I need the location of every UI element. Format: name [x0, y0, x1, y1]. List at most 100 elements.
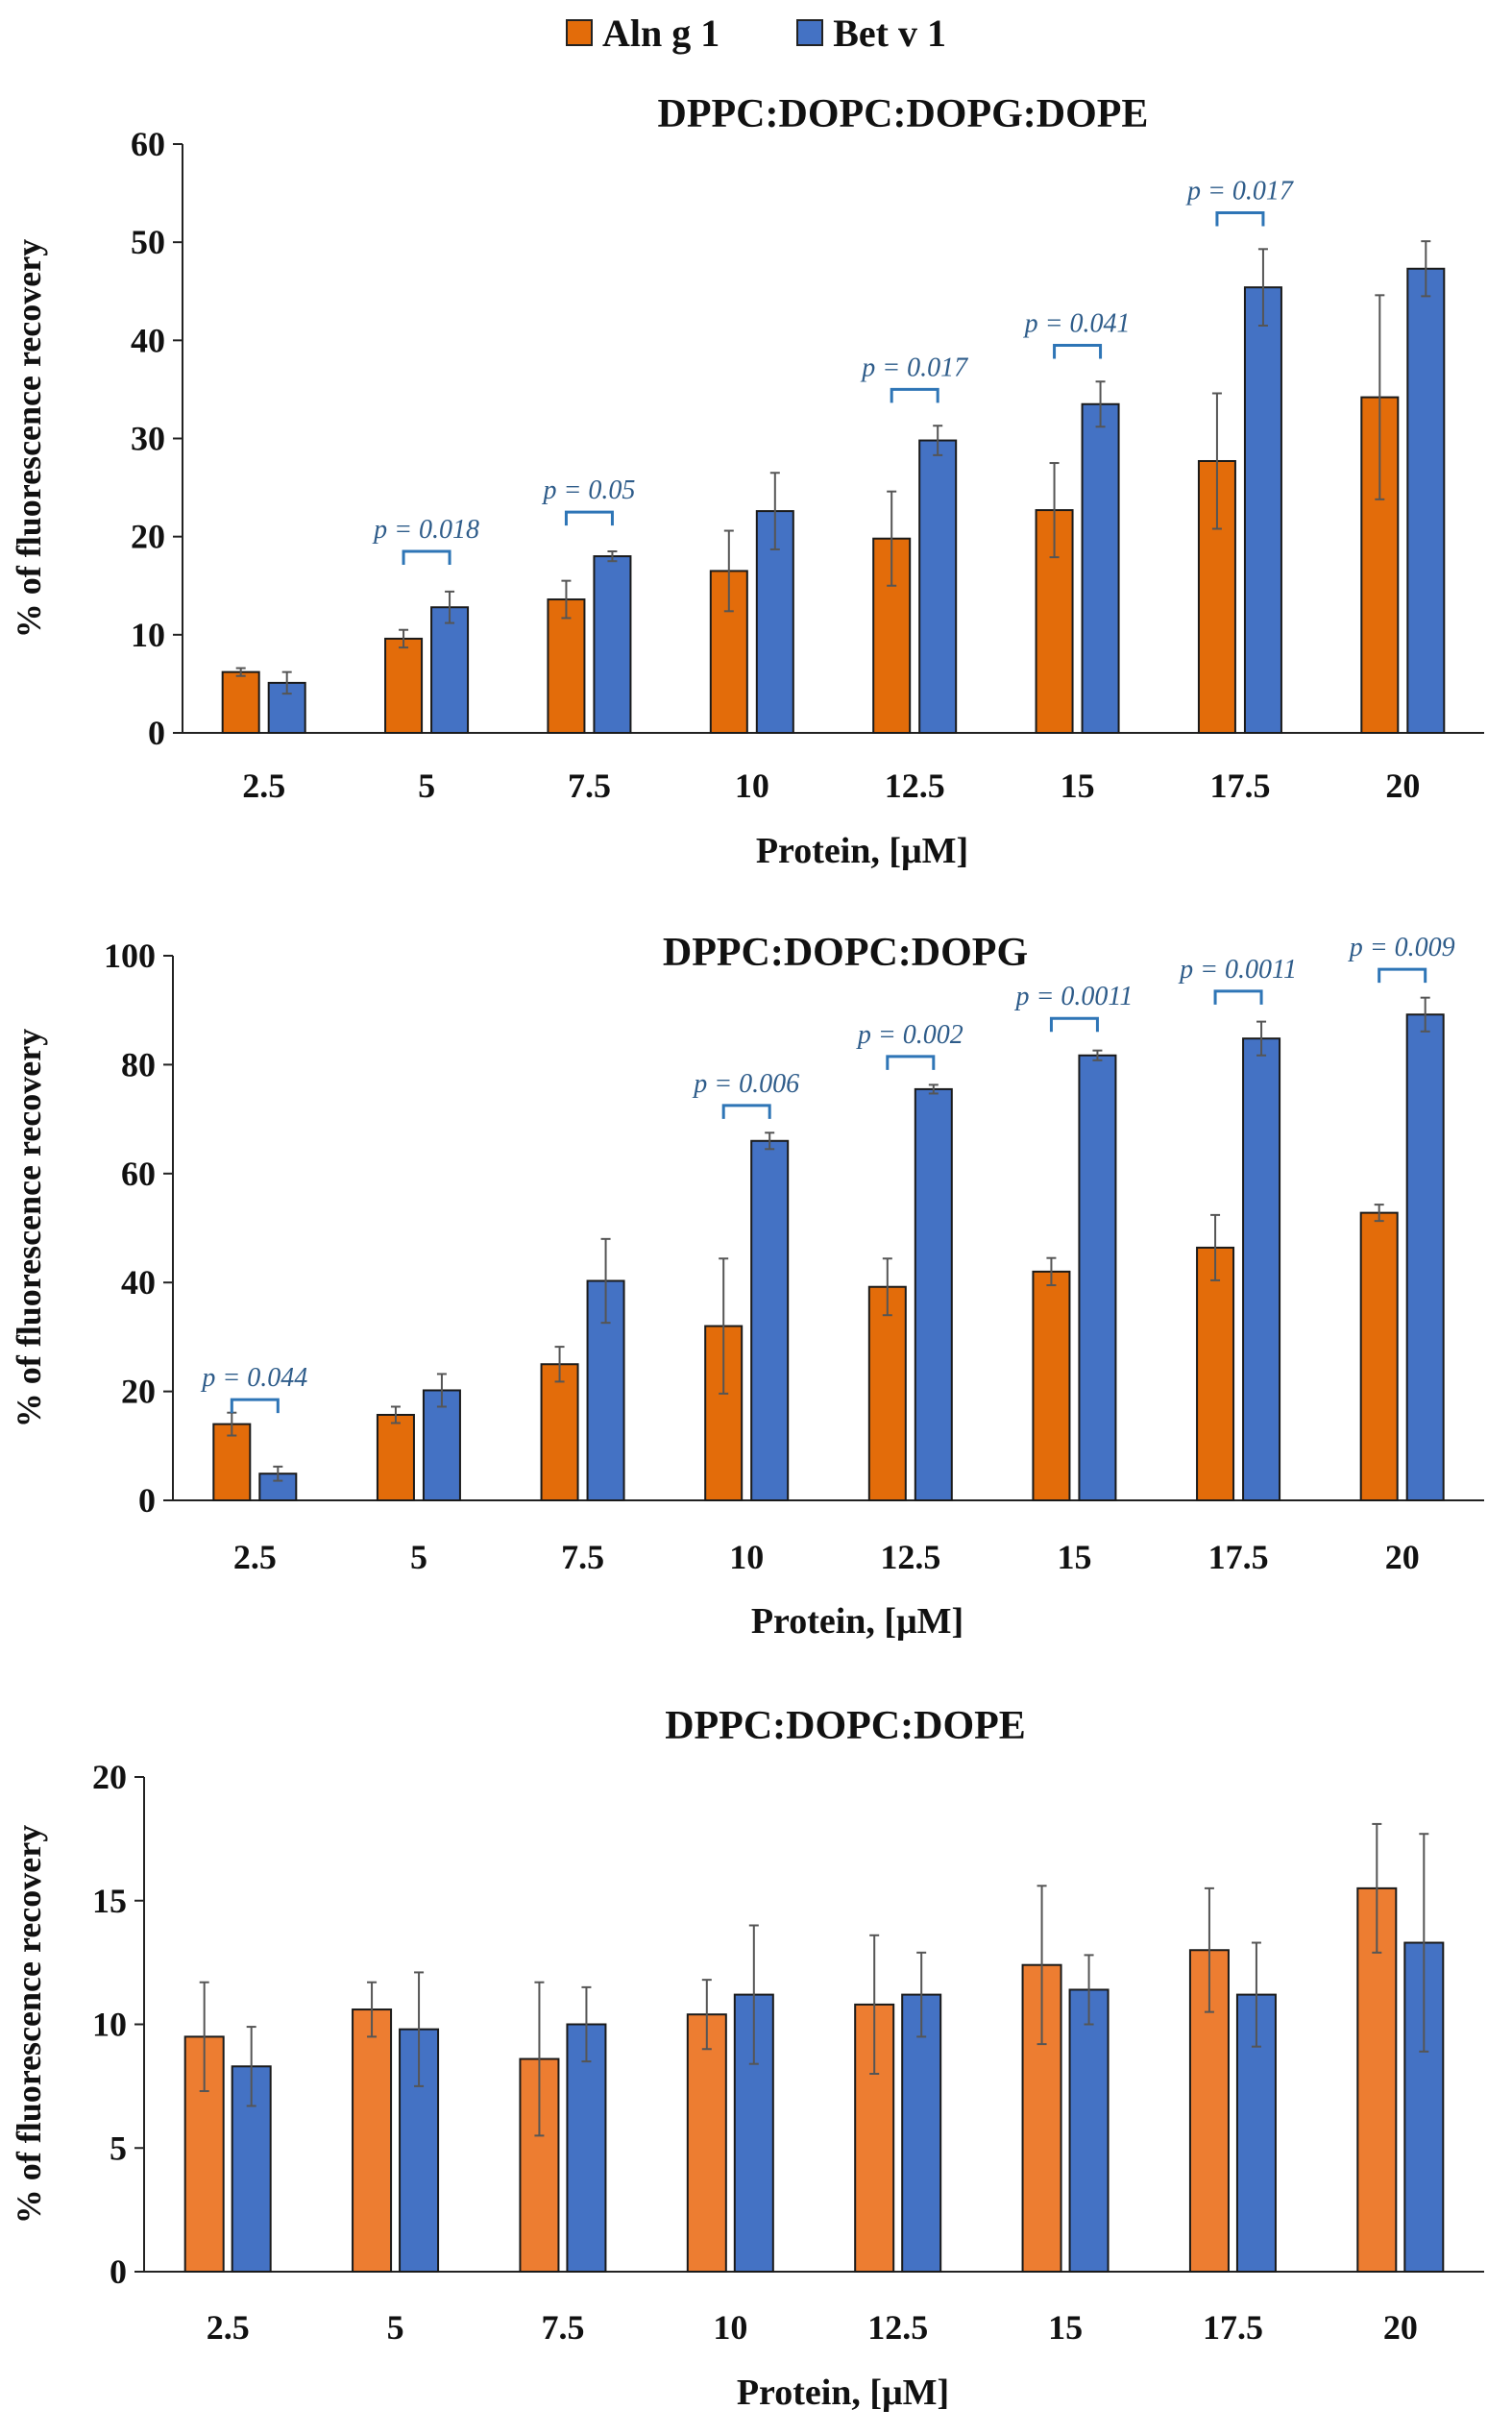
x-tick-label: 5	[387, 2308, 404, 2347]
y-tick-label: 0	[110, 2252, 127, 2291]
bar-aln-g1	[547, 598, 586, 735]
bar-aln-g1	[540, 1363, 579, 1501]
x-tick-label: 17.5	[1203, 2308, 1263, 2347]
bar-aln-g1	[867, 1285, 907, 1501]
bar-bet-v1	[901, 1993, 942, 2273]
x-tick-label: 20	[1385, 1538, 1420, 1576]
p-value-label: p = 0.0011	[1178, 955, 1297, 985]
significance-bracket	[1213, 989, 1263, 1005]
bar-bet-v1	[1078, 1054, 1117, 1502]
significance-bracket	[564, 510, 614, 526]
y-tick-label: 40	[121, 1263, 156, 1302]
x-tick-label: 12.5	[885, 767, 945, 805]
legend-swatch-aln-g1	[565, 19, 593, 46]
x-tick-label: 12.5	[880, 1538, 940, 1576]
bar-bet-v1	[914, 1087, 953, 1501]
bar-bet-v1	[430, 606, 470, 735]
p-value-label: p = 0.009	[1348, 933, 1455, 962]
y-tick-label: 20	[121, 1373, 156, 1411]
bar-aln-g1	[1032, 1270, 1071, 1501]
y-axis-label: % of fluorescence recovery	[10, 1029, 48, 1428]
bar-bet-v1	[918, 439, 958, 734]
significance-bracket	[402, 549, 451, 565]
bar-bet-v1	[1242, 1037, 1281, 1502]
x-tick-label: 17.5	[1209, 767, 1270, 805]
bar-aln-g1	[686, 2013, 727, 2273]
p-value-label: p = 0.002	[856, 1020, 963, 1050]
legend: Aln g 1 Bet v 1	[0, 8, 1512, 58]
significance-bracket	[1053, 343, 1103, 359]
x-tick-label: 7.5	[541, 2308, 584, 2347]
y-tick-label: 15	[92, 1882, 127, 1920]
x-tick-label: 15	[1048, 2308, 1083, 2347]
x-tick-label: 15	[1061, 767, 1095, 805]
bar-aln-g1	[704, 1325, 744, 1501]
y-tick-label: 50	[131, 223, 165, 261]
y-tick-label: 80	[121, 1045, 156, 1083]
chart-title: DPPC:DOPC:DOPE	[665, 1704, 1026, 1748]
p-value-label: p = 0.041	[1023, 308, 1131, 338]
y-tick-label: 10	[92, 2006, 127, 2044]
x-tick-label: 2.5	[207, 2308, 250, 2347]
bar-aln-g1	[1196, 1246, 1235, 1501]
p-value-label: p = 0.018	[372, 515, 479, 545]
bar-bet-v1	[1081, 402, 1120, 734]
bar-aln-g1	[221, 670, 260, 735]
bar-aln-g1	[352, 2008, 393, 2273]
y-tick-label: 5	[110, 2129, 127, 2167]
x-tick-label: 5	[418, 767, 435, 805]
y-tick-label: 60	[121, 1155, 156, 1193]
legend-label-bet-v1: Bet v 1	[833, 11, 946, 55]
p-value-label: p = 0.017	[860, 353, 968, 382]
y-axis-label: % of fluorescence recovery	[10, 1825, 48, 2225]
chart-dppc-dopc-dopg: DPPC:DOPC:DOPG % of fluorescence recovery…	[10, 931, 1484, 1642]
x-tick-label: 12.5	[867, 2308, 928, 2347]
y-axis-label: % of fluorescence recovery	[10, 239, 48, 639]
bar-aln-g1	[1359, 1211, 1399, 1501]
y-tick-label: 0	[138, 1481, 156, 1520]
bar-aln-g1	[384, 637, 424, 734]
y-tick-label: 60	[131, 125, 165, 163]
legend-item-aln-g1: Aln g 1	[565, 11, 720, 56]
significance-bracket	[1049, 1016, 1099, 1033]
significance-bracket	[230, 1398, 280, 1414]
x-tick-label: 10	[729, 1538, 764, 1576]
bar-bet-v1	[1405, 1013, 1445, 1502]
bar-bet-v1	[750, 1139, 790, 1501]
x-tick-label: 17.5	[1208, 1538, 1269, 1576]
p-value-label: p = 0.0011	[1014, 982, 1134, 1011]
x-axis-label: Protein, [μM]	[737, 2373, 949, 2413]
bar-bet-v1	[566, 2023, 607, 2273]
p-value-label: p = 0.017	[1185, 177, 1294, 207]
y-tick-label: 20	[131, 518, 165, 556]
legend-item-bet-v1: Bet v 1	[796, 11, 946, 56]
y-tick-label: 100	[104, 937, 156, 975]
x-tick-label: 2.5	[242, 767, 285, 805]
legend-label-aln-g1: Aln g 1	[601, 11, 720, 55]
y-tick-label: 20	[92, 1758, 127, 1796]
p-value-label: p = 0.006	[692, 1069, 799, 1099]
significance-bracket	[890, 387, 939, 403]
bar-bet-v1	[1243, 286, 1282, 734]
x-tick-label: 20	[1385, 767, 1420, 805]
y-tick-label: 10	[131, 616, 165, 654]
y-tick-label: 30	[131, 420, 165, 458]
x-tick-label: 7.5	[561, 1538, 604, 1576]
significance-bracket	[721, 1104, 771, 1119]
x-tick-label: 2.5	[233, 1538, 277, 1576]
chart-dppc-dopc-dopg-dope: DPPC:DOPC:DOPG:DOPE % of fluorescence rec…	[10, 92, 1484, 871]
legend-swatch-bet-v1	[796, 19, 824, 46]
x-tick-label: 10	[735, 767, 769, 805]
chart-dppc-dopc-dope: DPPC:DOPC:DOPE % of fluorescence recovery…	[10, 1704, 1484, 2413]
bar-bet-v1	[1068, 1988, 1110, 2273]
y-tick-label: 0	[148, 714, 165, 752]
x-tick-label: 7.5	[568, 767, 611, 805]
bar-bet-v1	[593, 555, 632, 734]
x-axis-label: Protein, [μM]	[751, 1601, 963, 1642]
x-tick-label: 10	[713, 2308, 747, 2347]
p-value-label: p = 0.05	[541, 475, 635, 505]
y-tick-label: 40	[131, 321, 165, 359]
x-tick-label: 20	[1383, 2308, 1418, 2347]
chart-title: DPPC:DOPC:DOPG	[663, 931, 1028, 975]
significance-bracket	[1378, 967, 1427, 984]
